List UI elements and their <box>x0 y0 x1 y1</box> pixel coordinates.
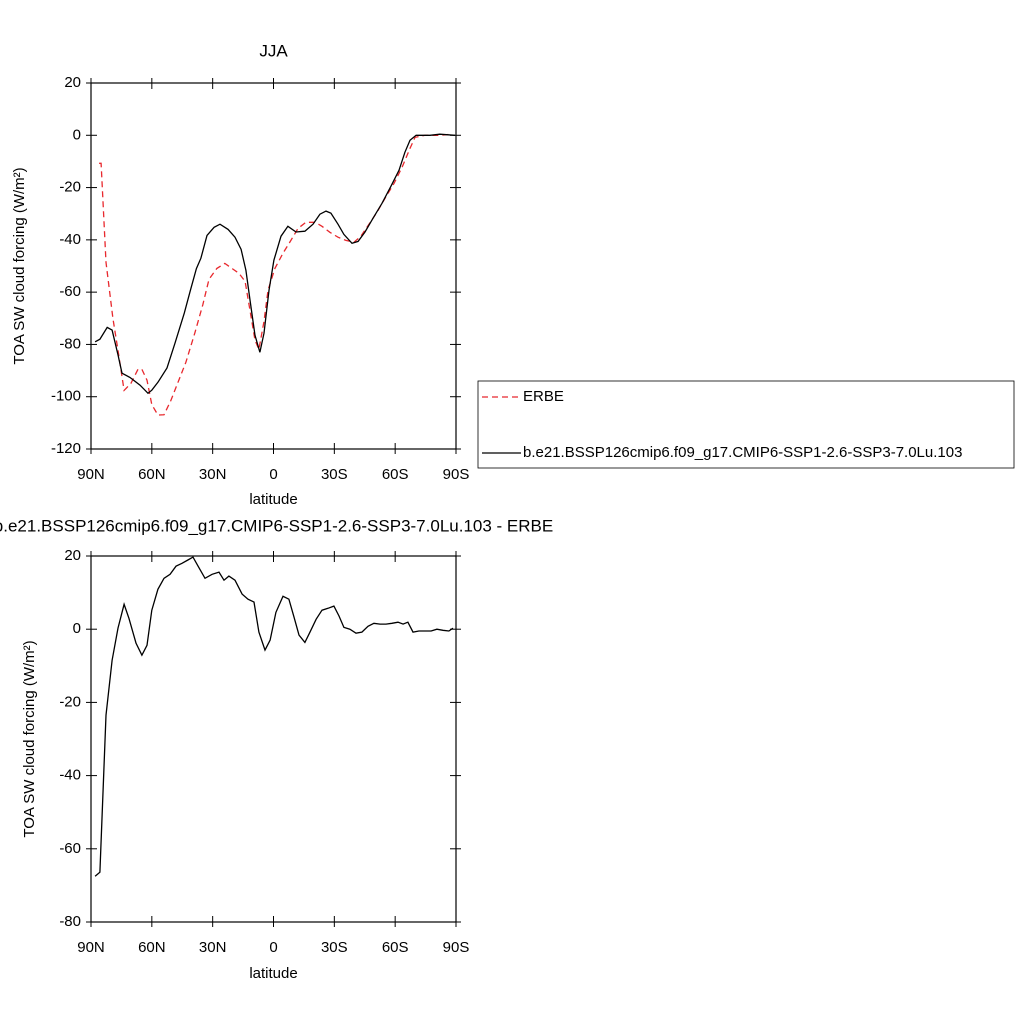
y-tick-label: -80 <box>59 335 81 352</box>
x-tick-label: 30N <box>199 466 227 483</box>
y-tick-label: 0 <box>73 126 81 143</box>
x-tick-label: 60N <box>138 939 166 956</box>
y-tick-label: -20 <box>59 179 81 196</box>
x-tick-label: 0 <box>269 466 277 483</box>
y-tick-label: -20 <box>59 693 81 710</box>
y-tick-label: -120 <box>51 440 81 457</box>
x-tick-label: 0 <box>269 939 277 956</box>
legend: ERBE b.e21.BSSP126cmip6.f09_g17.CMIP6-SSP… <box>477 380 1015 469</box>
data-line <box>99 133 452 416</box>
legend-label: b.e21.BSSP126cmip6.f09_g17.CMIP6-SSP1-2.… <box>523 444 962 461</box>
data-line <box>94 133 456 395</box>
chart-title: b.e21.BSSP126cmip6.f09_g17.CMIP6-SSP1-2.… <box>0 516 553 535</box>
x-tick-label: 60S <box>382 466 409 483</box>
legend-frame <box>477 380 1015 469</box>
y-tick-label: -60 <box>59 840 81 857</box>
plot-frame <box>90 82 457 450</box>
y-axis-label: TOA SW cloud forcing (W/m²) <box>21 640 38 837</box>
y-tick-label: -80 <box>59 913 81 930</box>
y-tick-label: -40 <box>59 767 81 784</box>
x-axis-label: latitude <box>249 965 297 982</box>
y-tick-label: 0 <box>73 620 81 637</box>
chart-title: JJA <box>259 41 288 60</box>
x-tick-label: 90N <box>77 466 105 483</box>
y-tick-label: 20 <box>64 547 81 564</box>
y-tick-label: -40 <box>59 231 81 248</box>
y-tick-label: -60 <box>59 283 81 300</box>
legend-label: ERBE <box>523 388 564 405</box>
data-line <box>94 556 454 877</box>
y-tick-label: -100 <box>51 388 81 405</box>
x-tick-label: 30S <box>321 939 348 956</box>
x-axis-label: latitude <box>249 491 297 508</box>
x-tick-label: 90S <box>443 939 470 956</box>
plot-frame <box>90 555 457 923</box>
x-tick-label: 90S <box>443 466 470 483</box>
x-tick-label: 30N <box>199 939 227 956</box>
y-tick-label: 20 <box>64 74 81 91</box>
x-tick-label: 60N <box>138 466 166 483</box>
x-tick-label: 90N <box>77 939 105 956</box>
y-axis-label: TOA SW cloud forcing (W/m²) <box>11 167 28 364</box>
x-tick-label: 30S <box>321 466 348 483</box>
x-tick-label: 60S <box>382 939 409 956</box>
